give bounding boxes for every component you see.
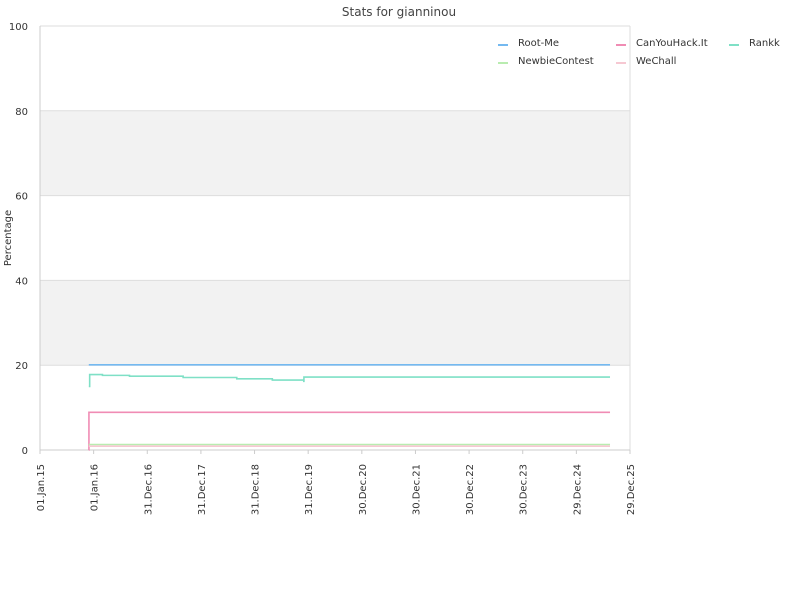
- x-tick-label: 31.Dec.18: [251, 464, 262, 515]
- x-tick-label: 01.Jan.16: [90, 464, 101, 511]
- y-tick-label: 100: [9, 22, 28, 33]
- y-axis-ticks: 0 20 40 60 80 100: [9, 22, 28, 457]
- grid-band: [40, 110, 630, 196]
- x-tick-label: 31.Dec.19: [304, 464, 315, 515]
- legend-label-wechall: WeChall: [636, 56, 676, 67]
- x-tick-label: 29.Dec.25: [626, 464, 637, 515]
- legend-label-canyouhack-it: CanYouHack.It: [636, 38, 708, 49]
- grid-band: [40, 280, 630, 366]
- plot-frame: [39, 26, 631, 451]
- series-line-rankk: [88, 373, 611, 388]
- x-tick-label: 31.Dec.17: [197, 464, 208, 515]
- y-tick-label: 40: [15, 276, 28, 287]
- x-tick-label: 29.Dec.24: [572, 464, 583, 515]
- y-tick-label: 0: [22, 446, 28, 457]
- y-tick-label: 20: [15, 361, 28, 372]
- x-tick-label: 30.Dec.20: [358, 464, 369, 515]
- legend-label-newbiecontest: NewbieContest: [518, 56, 594, 67]
- series-lines: [88, 363, 611, 451]
- x-tick-label: 30.Dec.23: [519, 464, 530, 515]
- legend-label-root-me: Root-Me: [518, 38, 559, 49]
- chart-title: Stats for gianninou: [342, 5, 456, 19]
- x-tick-label: 30.Dec.22: [465, 464, 476, 515]
- legend-label-rankk: Rankk: [749, 38, 780, 49]
- x-tick-label: 30.Dec.21: [411, 464, 422, 515]
- x-axis-ticks: 01.Jan.15 01.Jan.16 31.Dec.16 31.Dec.17 31.D…: [36, 450, 637, 515]
- y-axis-label: Percentage: [3, 210, 14, 266]
- y-tick-label: 80: [15, 107, 28, 118]
- series-line-canyouhack-it: [88, 411, 611, 451]
- legend: Root-Me CanYouHack.It Rankk NewbieContest We…: [498, 38, 780, 67]
- y-tick-label: 60: [15, 192, 28, 203]
- grid-bands: [40, 25, 630, 451]
- x-tick-label: 01.Jan.15: [36, 464, 47, 511]
- x-tick-label: 31.Dec.16: [143, 464, 154, 515]
